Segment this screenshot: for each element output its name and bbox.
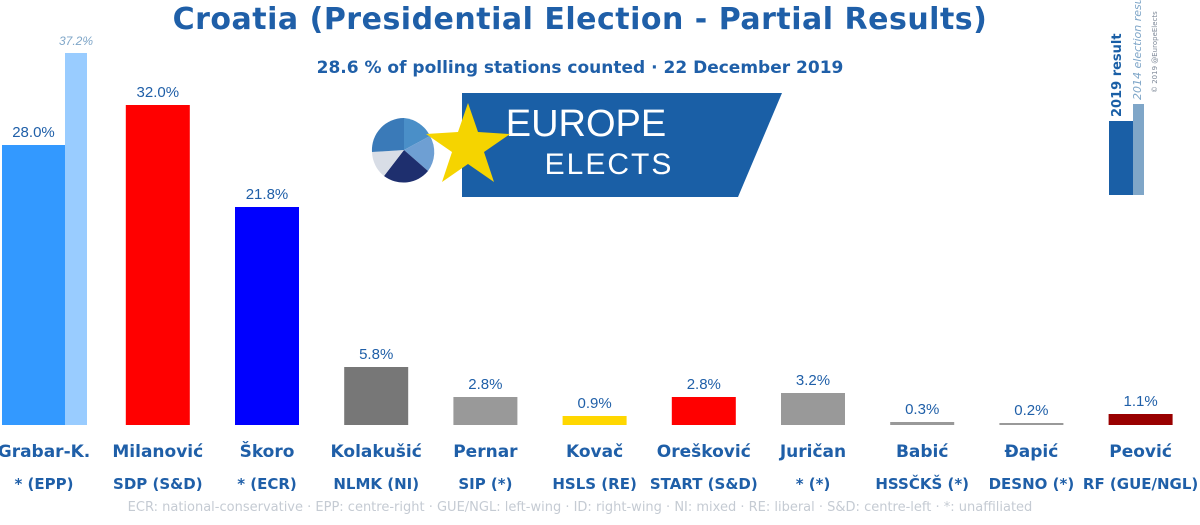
- value-label-2019-3: 5.8%: [359, 346, 393, 363]
- star-icon: [426, 103, 510, 182]
- candidate-name-8: Babić: [896, 442, 949, 462]
- bar-2019-0: [2, 145, 65, 425]
- chart-title: Croatia (Presidential Election - Partial…: [172, 2, 988, 37]
- value-label-2019-6: 2.8%: [687, 376, 721, 393]
- chart-footer-legend-note: ECR: national-conservative · EPP: centre…: [127, 500, 1033, 515]
- europe-elects-logo: EUROPE ELECTS: [371, 93, 782, 197]
- bar-2019-2: [235, 207, 299, 425]
- value-label-2019-4: 2.8%: [468, 376, 502, 393]
- bars-layer: 28.0% 37.2% Grabar-K. * (EPP) 32.0% Milanović…: [0, 34, 1198, 493]
- value-label-2019-0: 28.0%: [12, 124, 55, 141]
- candidate-party-2: * (ECR): [237, 475, 297, 493]
- value-label-2019-5: 0.9%: [577, 395, 611, 412]
- candidate-name-3: Kolakušić: [331, 442, 422, 462]
- value-label-2019-10: 1.1%: [1123, 393, 1157, 410]
- candidate-party-5: HSLS (RE): [552, 475, 636, 493]
- candidate-party-7: * (*): [796, 475, 831, 493]
- legend-swatch-2019: [1109, 121, 1133, 195]
- candidate-name-7: Juričan: [779, 442, 846, 462]
- pie-icon: [371, 117, 435, 183]
- bar-2014-0: [65, 53, 87, 425]
- bar-2019-3: [344, 367, 409, 425]
- value-label-2019-9: 0.2%: [1014, 402, 1048, 419]
- legend-label-2014: 2014 election result: [1131, 0, 1144, 100]
- candidate-party-0: * (EPP): [14, 475, 73, 493]
- legend-label-2019: 2019 result: [1110, 33, 1125, 117]
- candidate-name-6: Orešković: [657, 442, 751, 462]
- legend: 2019 result 2014 election result © 2019 …: [1109, 0, 1159, 195]
- legend-swatch-2014: [1133, 104, 1144, 195]
- bar-2019-10: [1108, 414, 1173, 425]
- logo-line-europe: EUROPE: [506, 103, 666, 145]
- bar-2019-1: [125, 105, 190, 425]
- chart-subtitle: 28.6 % of polling stations counted · 22 …: [316, 58, 844, 78]
- candidate-party-4: SIP (*): [458, 475, 512, 493]
- bar-2019-6: [671, 397, 736, 425]
- candidate-name-9: Đapić: [1005, 442, 1059, 462]
- candidate-name-10: Peović: [1109, 442, 1172, 462]
- value-label-2014-0: 37.2%: [59, 34, 93, 48]
- candidate-name-0: Grabar-K.: [0, 442, 90, 462]
- candidate-party-6: START (S&D): [650, 475, 758, 493]
- candidate-name-2: Škoro: [240, 440, 295, 462]
- bar-2019-7: [781, 393, 845, 425]
- candidate-party-1: SDP (S&D): [113, 475, 203, 493]
- candidate-party-9: DESNO (*): [989, 475, 1075, 493]
- logo-banner: [462, 93, 782, 197]
- value-label-2019-7: 3.2%: [796, 372, 830, 389]
- legend-credit: © 2019 @EuropeElects: [1151, 11, 1159, 93]
- bar-2019-5: [562, 416, 627, 425]
- value-label-2019-8: 0.3%: [905, 401, 939, 418]
- candidate-name-1: Milanović: [112, 442, 203, 462]
- candidate-party-3: NLMK (NI): [333, 475, 419, 493]
- value-label-2019-1: 32.0%: [137, 84, 180, 101]
- candidate-name-5: Kovač: [566, 442, 623, 462]
- bar-2019-9: [999, 423, 1064, 425]
- value-label-2019-2: 21.8%: [246, 186, 289, 203]
- candidate-party-8: HSSČKŠ (*): [875, 474, 969, 493]
- candidate-name-4: Pernar: [453, 442, 518, 462]
- bar-2019-8: [890, 422, 955, 425]
- logo-line-elects: ELECTS: [545, 148, 674, 181]
- candidate-party-10: RF (GUE/NGL): [1083, 475, 1198, 493]
- bar-2019-4: [453, 397, 518, 425]
